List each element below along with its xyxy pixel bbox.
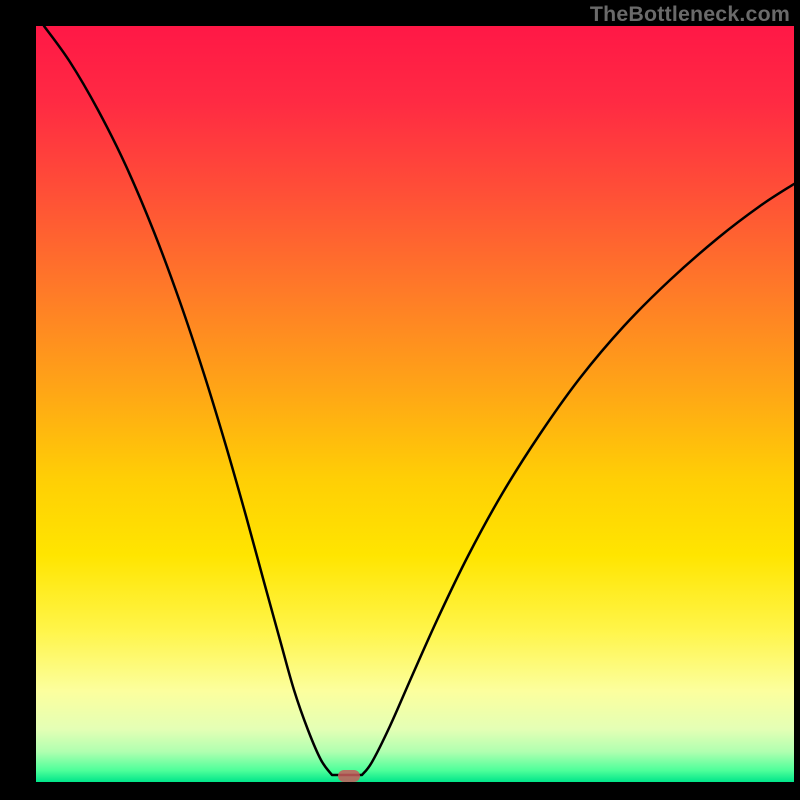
- chart-container: TheBottleneck.com: [0, 0, 800, 800]
- watermark-text: TheBottleneck.com: [590, 2, 790, 27]
- optimum-marker: [338, 770, 360, 782]
- bottleneck-chart: [0, 0, 800, 800]
